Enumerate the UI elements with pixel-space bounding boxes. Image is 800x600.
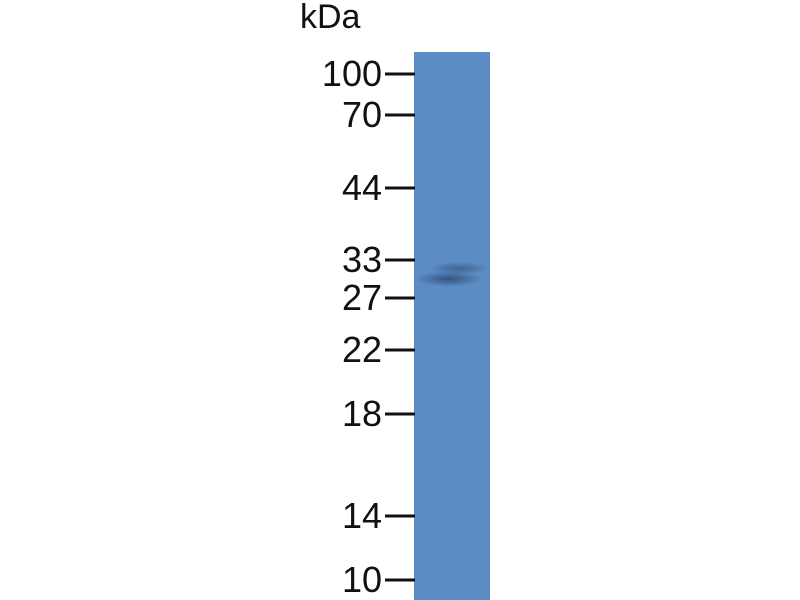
marker-label: 44 <box>341 167 382 208</box>
marker-label: 70 <box>341 94 382 135</box>
marker-tick <box>385 258 415 262</box>
unit-label: kDa <box>300 0 361 36</box>
marker-label: 14 <box>341 495 382 536</box>
marker-tick <box>385 72 415 76</box>
marker-tick <box>385 296 415 300</box>
marker-tick <box>385 578 415 582</box>
marker-tick <box>385 412 415 416</box>
marker-tick <box>385 514 415 518</box>
marker-label: 22 <box>341 329 382 370</box>
marker-label: 18 <box>341 393 382 434</box>
marker-label: 33 <box>341 239 382 280</box>
protein-band <box>418 262 486 288</box>
marker-label: 27 <box>341 277 382 318</box>
marker-tick <box>385 348 415 352</box>
blot-lane <box>414 52 490 600</box>
marker-tick <box>385 113 415 117</box>
marker-label: 10 <box>341 559 382 600</box>
marker-label: 100 <box>321 53 382 94</box>
marker-tick <box>385 186 415 190</box>
